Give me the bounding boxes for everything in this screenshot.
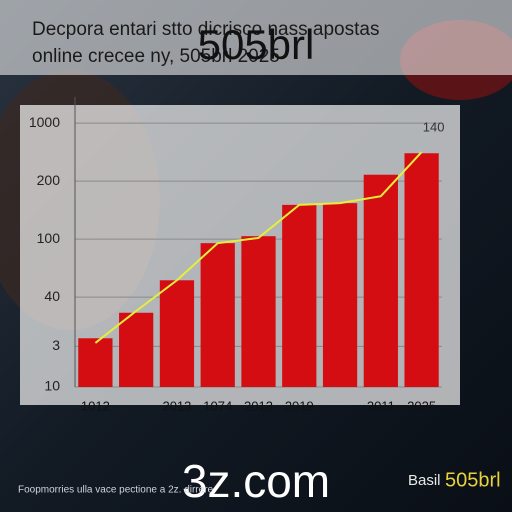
title-band	[0, 0, 512, 75]
bar	[200, 243, 235, 387]
y-tick-label: 3	[52, 337, 60, 353]
site-overlay: 3z.com	[182, 455, 330, 507]
x-tick-label: 2019	[285, 398, 314, 413]
chart-subtitle: online crecee ny, 505brl 2025	[32, 46, 280, 67]
bar	[119, 312, 154, 387]
bar	[363, 174, 398, 387]
bar	[78, 338, 113, 387]
y-tick-label: 1000	[29, 114, 60, 130]
y-tick-label: 100	[37, 230, 61, 246]
bar	[282, 204, 317, 387]
bar	[404, 153, 439, 387]
trend-line	[94, 151, 423, 344]
y-tick-label: 40	[44, 288, 60, 304]
x-tick-label: 2013	[162, 398, 191, 413]
chart-title: Decpora entari stto dicrisco nass aposta…	[32, 19, 379, 40]
bar	[322, 203, 358, 387]
x-tick-label: 2025	[407, 398, 436, 413]
brand-mark: 505brl	[445, 469, 501, 491]
y-tick-label: 200	[37, 172, 61, 188]
footnote: Foopmorries ulla vace pectione a 2z. dir…	[18, 485, 214, 496]
x-tick-label: 1074	[203, 398, 232, 413]
bar	[159, 280, 195, 387]
brand: Basil	[408, 472, 441, 489]
y-tick-label: 10	[44, 378, 60, 394]
headline-overlay: 505brl	[198, 21, 315, 68]
annotation: 140	[423, 120, 445, 135]
x-tick-label: 2013	[244, 398, 273, 413]
x-tick-label: 1012	[81, 398, 110, 413]
bar	[241, 236, 276, 387]
x-tick-label: 2011	[367, 398, 395, 413]
plot: 10 3 40 100 200 1000 1012 2013 1074 2013 2019 2011 2…	[29, 97, 445, 413]
